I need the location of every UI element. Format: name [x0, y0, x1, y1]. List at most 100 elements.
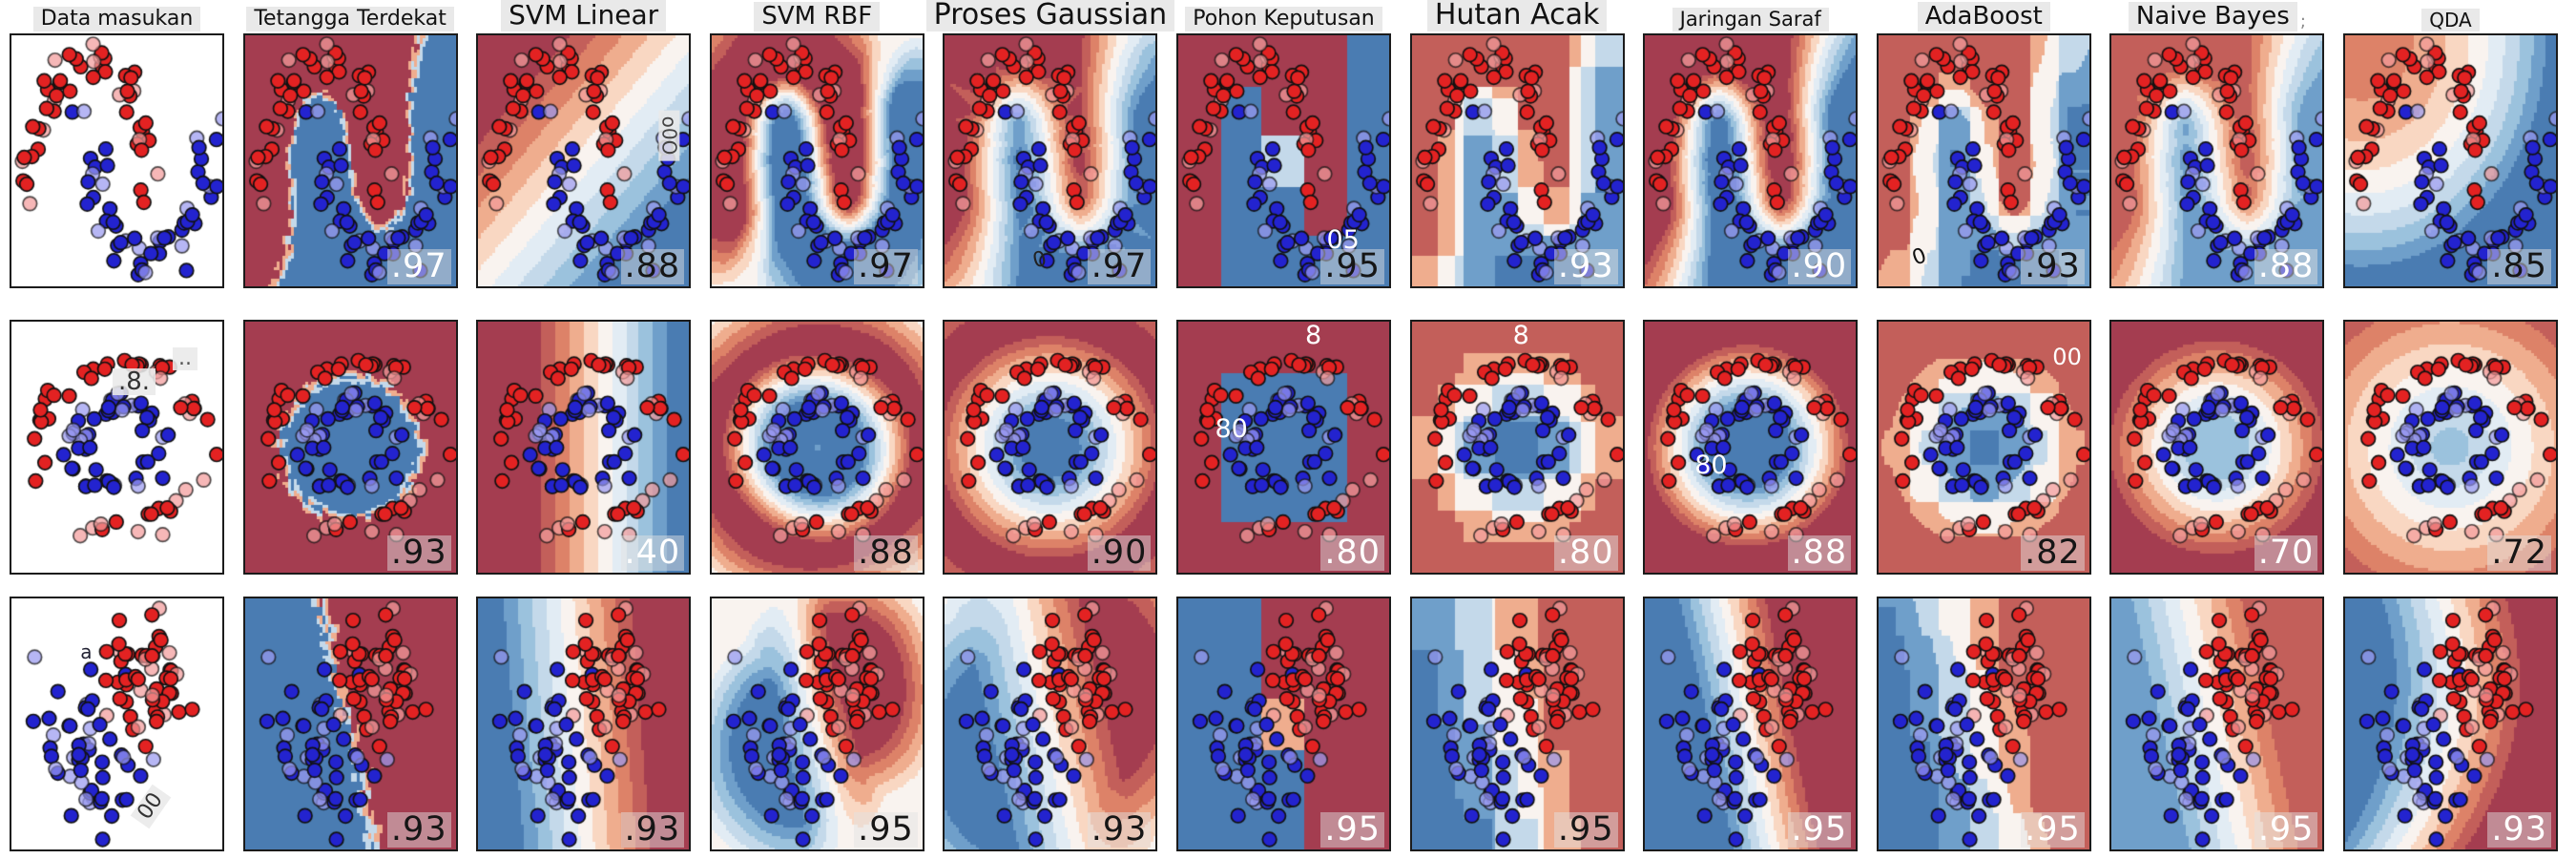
accuracy-score: .95: [2254, 812, 2318, 848]
decision-surface-canvas: [2111, 35, 2323, 286]
accuracy-score: .95: [1320, 812, 1384, 848]
ghost-text-artifact: .8.: [113, 367, 156, 395]
decision-surface-canvas: [945, 598, 1156, 849]
column-title-text: Data masukan: [32, 6, 201, 31]
plot-circles-svm-rbf: .88: [709, 320, 924, 575]
plot-moons-pohon-keputusan: .95: [1176, 33, 1391, 288]
title-ghost-artifact: ;: [2299, 11, 2306, 31]
plot-linear-svm-rbf: .95: [709, 597, 924, 851]
decision-surface-canvas: [1178, 35, 1389, 286]
ghost-text-artifact: a: [80, 640, 93, 664]
column-title-hutan-acak: Hutan Acak: [1410, 0, 1625, 31]
accuracy-score: .88: [620, 249, 685, 284]
column-title-jaringan-saraf: Jaringan Saraf: [1643, 2, 1858, 31]
plot-moons-jaringan-saraf: .90: [1643, 33, 1859, 288]
accuracy-score: .95: [1320, 249, 1384, 284]
column-title-text: SVM RBF: [754, 2, 881, 31]
accuracy-score: .93: [2021, 249, 2085, 284]
accuracy-score: .93: [620, 812, 685, 848]
column-title-text: QDA: [2421, 9, 2480, 31]
plot-linear-naive-bayes: .95: [2109, 597, 2325, 851]
column-title-adaboost: AdaBoost: [1877, 2, 2091, 31]
ghost-text-artifact: 80: [1215, 414, 1248, 445]
plot-circles-jaringan-saraf: .88: [1643, 320, 1859, 575]
accuracy-score: .93: [2487, 812, 2551, 848]
decision-surface-canvas: [1411, 322, 1623, 573]
column-title-tetangga-terdekat: Tetangga Terdekat: [243, 2, 458, 31]
decision-surface-canvas: [1878, 35, 2089, 286]
plot-moons-tetangga-terdekat: .97: [242, 33, 458, 288]
plot-circles-naive-bayes: .70: [2109, 320, 2325, 575]
ghost-text-artifact: o0O: [657, 110, 680, 161]
decision-surface-canvas: [1178, 598, 1389, 849]
column-title-text: Naive Bayes: [2128, 2, 2297, 31]
decision-surface-canvas: [1411, 598, 1623, 849]
plot-circles-pohon-keputusan: .80: [1176, 320, 1391, 575]
plot-circles-tetangga-terdekat: .93: [242, 320, 458, 575]
input-scatter-canvas: [11, 598, 222, 849]
ghost-text-artifact: 00: [2052, 343, 2082, 370]
decision-surface-canvas: [711, 322, 923, 573]
decision-surface-canvas: [1645, 598, 1857, 849]
ghost-text-artifact: 05: [1326, 224, 1360, 255]
column-title-qda: QDA: [2343, 2, 2558, 31]
accuracy-score: .88: [2254, 249, 2318, 284]
decision-surface-canvas: [1645, 322, 1857, 573]
plot-moons-hutan-acak: .93: [1409, 33, 1625, 288]
decision-surface-canvas: [711, 598, 923, 849]
accuracy-score: .95: [1553, 812, 1618, 848]
plot-circles-qda: .72: [2343, 320, 2558, 575]
plot-circles-proses-gaussian: .90: [943, 320, 1158, 575]
accuracy-score: .80: [1320, 535, 1384, 571]
decision-surface-canvas: [2345, 35, 2556, 286]
accuracy-score: .95: [1787, 812, 1852, 848]
ghost-text-artifact: 80: [1694, 450, 1728, 480]
column-title-text: Jaringan Saraf: [1672, 7, 1829, 31]
decision-surface-canvas: [2345, 322, 2556, 573]
plot-linear-svm-linear: .93: [476, 597, 692, 851]
decision-surface-canvas: [945, 322, 1156, 573]
plot-linear-proses-gaussian: .93: [943, 597, 1158, 851]
column-title-proses-gaussian: Proses Gaussian: [925, 0, 1175, 31]
plot-moons-data-masukan: [10, 33, 224, 288]
column-title-naive-bayes: Naive Bayes;: [2109, 2, 2324, 31]
column-title-pohon-keputusan: Pohon Keputusan: [1176, 2, 1391, 31]
accuracy-score: .93: [386, 812, 451, 848]
column-title-data-masukan: Data masukan: [10, 2, 224, 31]
accuracy-score: .95: [854, 812, 918, 848]
decision-surface-canvas: [945, 35, 1156, 286]
plot-circles-svm-linear: .40: [476, 320, 692, 575]
decision-surface-canvas: [1645, 35, 1857, 286]
accuracy-score: .80: [1553, 535, 1618, 571]
decision-surface-canvas: [244, 598, 456, 849]
accuracy-score: .90: [1087, 535, 1152, 571]
accuracy-score: .97: [386, 249, 451, 284]
column-title-text: Tetangga Terdekat: [246, 6, 454, 31]
accuracy-score: .85: [2487, 249, 2551, 284]
accuracy-score: .93: [386, 535, 451, 571]
decision-surface-canvas: [478, 35, 690, 286]
column-title-svm-rbf: SVM RBF: [710, 2, 924, 31]
plot-moons-proses-gaussian: .97: [943, 33, 1158, 288]
decision-surface-canvas: [2111, 598, 2323, 849]
plot-circles-hutan-acak: .80: [1409, 320, 1625, 575]
accuracy-score: .70: [2254, 535, 2318, 571]
decision-surface-canvas: [1878, 322, 2089, 573]
column-title-text: SVM Linear: [501, 0, 667, 31]
plot-linear-jaringan-saraf: .95: [1643, 597, 1859, 851]
column-title-text: Hutan Acak: [1426, 0, 1608, 31]
accuracy-score: .88: [1787, 535, 1852, 571]
ghost-text-artifact: ..: [173, 347, 197, 371]
plot-moons-naive-bayes: .88: [2109, 33, 2325, 288]
accuracy-score: .97: [1087, 249, 1152, 284]
column-title-text: AdaBoost: [1917, 2, 2050, 31]
plot-linear-pohon-keputusan: .95: [1176, 597, 1391, 851]
column-title-text: Proses Gaussian: [925, 0, 1175, 31]
plot-linear-tetangga-terdekat: .93: [242, 597, 458, 851]
accuracy-score: .95: [2021, 812, 2085, 848]
input-scatter-canvas: [11, 35, 222, 286]
accuracy-score: .40: [620, 535, 685, 571]
plot-moons-adaboost: .93: [1876, 33, 2091, 288]
accuracy-score: .93: [1553, 249, 1618, 284]
plot-moons-svm-linear: .88: [476, 33, 692, 288]
